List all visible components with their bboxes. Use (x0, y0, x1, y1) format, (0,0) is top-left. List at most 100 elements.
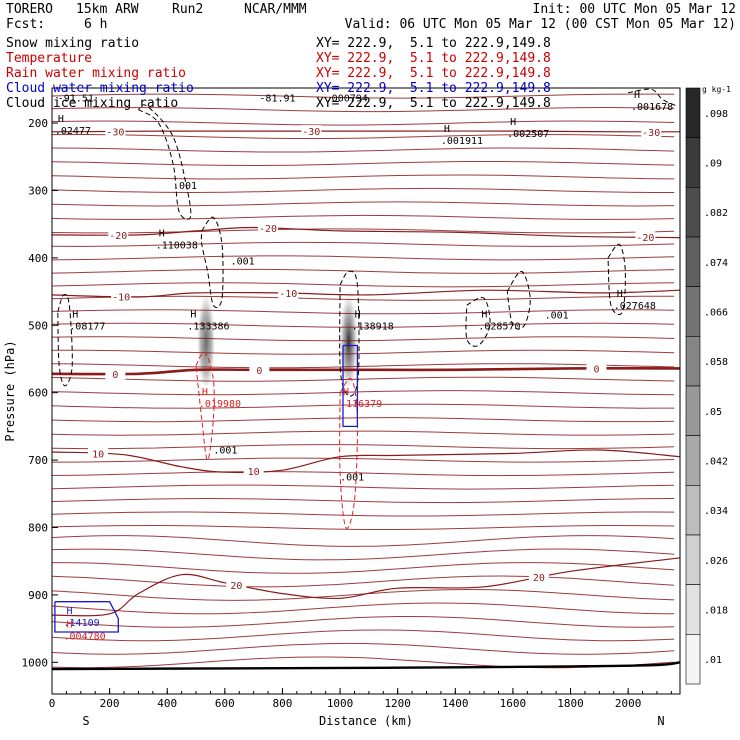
colorbar-tick-label: .074 (704, 258, 728, 269)
colorbar-segment (685, 485, 701, 536)
colorbar-tick-label: .09 (704, 159, 722, 170)
isotherm-line (51, 147, 675, 153)
isotherm-line (51, 642, 675, 655)
rain-contour (195, 351, 215, 461)
temperature-contour-label: -20 (259, 224, 277, 235)
temperature-contour-label: 0 (112, 370, 118, 381)
contour-value-label: .001 (173, 181, 197, 192)
y-tick-label: 500 (28, 319, 48, 332)
maximum-value-label: .133386 (187, 321, 229, 332)
header-init: Init: 00 UTC Mon 05 Mar 12 (532, 2, 737, 17)
colorbar-segment (685, 534, 701, 585)
isotherm-line (51, 228, 675, 234)
maximum-value-label: .028570 (478, 321, 520, 332)
maximum-value-label: .019980 (199, 399, 241, 410)
maximum-marker: H (355, 309, 361, 320)
maximum-value-label: .116379 (340, 399, 382, 410)
isotherm-line (51, 363, 675, 369)
isotherm-line (51, 444, 675, 450)
ice-contour (607, 243, 626, 315)
colorbar-segment (685, 634, 701, 685)
isotherm-line (51, 120, 675, 126)
temperature-contour-label: -20 (109, 231, 127, 242)
y-tick-label: 1000 (22, 656, 49, 669)
contour-label-bg (243, 465, 264, 478)
temperature-contour-label: 10 (92, 450, 104, 461)
cloud-water-contour (342, 344, 359, 428)
colorbar-segment (685, 236, 701, 287)
maximum-value-label: .08177 (69, 321, 105, 332)
contour-label-bg (88, 447, 109, 460)
isotherm-line (51, 174, 675, 180)
legend-xy-rain: XY= 222.9, 5.1 to 222.9,149.8 (316, 66, 551, 81)
x-tick-label: 0 (49, 697, 56, 710)
legend-name-cloud-water: Cloud water mixing ratio (6, 81, 194, 96)
x-tick-label: 1400 (442, 697, 469, 710)
legend-xy-temperature: XY= 222.9, 5.1 to 222.9,149.8 (316, 51, 551, 66)
ice-contour (339, 270, 360, 397)
isotherm-line (51, 282, 675, 288)
y-tick-label: 200 (28, 117, 48, 130)
colorbar-tick-label: .05 (704, 407, 722, 418)
x-tick-label: 200 (100, 697, 120, 710)
cloud-water-contour (54, 601, 119, 633)
ice-contour (57, 293, 73, 387)
top-value-label: -91.51 (58, 93, 94, 104)
isotherm-line (51, 524, 675, 530)
y-tick-label: 300 (28, 184, 48, 197)
x-tick-label: 400 (157, 697, 177, 710)
y-tick-label: 400 (28, 252, 48, 265)
isotherm-line (51, 629, 675, 642)
x-tick-label: 1800 (557, 697, 584, 710)
isotherm-line (51, 498, 675, 504)
temperature-contour-label: -30 (302, 127, 320, 138)
contour-label-bg (105, 125, 126, 138)
colorbar-segment (685, 137, 701, 188)
isotherm-line (51, 255, 675, 261)
maximum-value-label: .001678 (631, 102, 673, 113)
isotherm-line (51, 562, 675, 574)
contour-label-bg (111, 290, 132, 303)
contour-value-label: .001 (545, 311, 569, 322)
isotherm-line (51, 430, 675, 436)
ice-contour (506, 270, 531, 330)
maximum-value-label: .110038 (156, 240, 198, 251)
shading-column (339, 288, 358, 386)
top-value-label: .000794 (326, 93, 368, 104)
x-axis-label: Distance (km) (319, 714, 413, 728)
y-axis-label: Pressure (hPa) (3, 340, 17, 441)
colorbar-tick-label: .042 (704, 457, 728, 468)
contour-label-bg (586, 362, 607, 375)
colorbar-segment (685, 336, 701, 387)
isotherm-line (51, 133, 675, 140)
temperature-contour-label: 0 (593, 364, 599, 375)
isotherm-line (51, 322, 675, 328)
contour-label-bg (108, 228, 129, 241)
contour-label-bg (249, 363, 270, 376)
temperature-contour (51, 130, 681, 133)
legend-name-cloud-ice: Cloud ice mixing ratio (6, 96, 179, 111)
isotherm-line (51, 535, 675, 547)
plot-frame (51, 87, 681, 695)
isotherm-line (51, 484, 675, 490)
colorbar-tick-label: .058 (704, 357, 728, 368)
isotherm-line (51, 403, 675, 409)
header-fcst-value: 6 h (84, 17, 108, 32)
ice-contour (200, 216, 224, 309)
temperature-contour-label: -10 (279, 289, 297, 300)
ice-contour (628, 88, 678, 107)
contour-label-bg (258, 222, 279, 235)
isotherm-line (51, 201, 675, 207)
colorbar-tick-label: .026 (704, 556, 728, 567)
maximum-marker: H (159, 228, 165, 239)
header-grid: 15km ARW (76, 2, 139, 17)
temperature-contour-label: 20 (230, 581, 242, 592)
colorbar-segment (685, 87, 701, 138)
temperature-contour-label: -10 (112, 293, 130, 304)
x-tick-label: 2000 (615, 697, 642, 710)
legend-name-temperature: Temperature (6, 51, 93, 66)
temperature-contour (51, 367, 681, 376)
colorbar-tick-label: .034 (704, 506, 728, 517)
header-valid: Valid: 06 UTC Mon 05 Mar 12 (00 CST Mon … (344, 17, 736, 32)
